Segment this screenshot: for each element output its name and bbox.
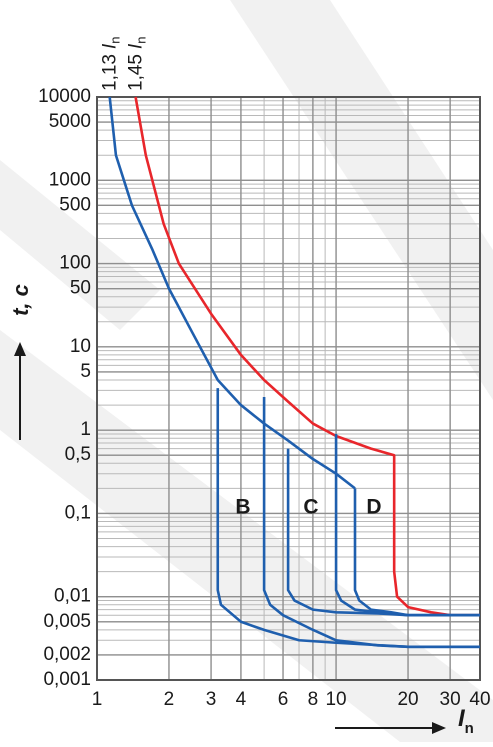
y-tick-label: 0,01 bbox=[54, 586, 91, 607]
x-tick-label: 6 bbox=[278, 689, 289, 710]
y-tick-label: 1 bbox=[80, 419, 91, 440]
annotation-subscript: n bbox=[134, 37, 149, 44]
watermark-stripe bbox=[0, 160, 160, 330]
annotation: 1,13 In bbox=[100, 37, 123, 92]
x-axis-arrowhead bbox=[432, 722, 446, 734]
curve bbox=[108, 96, 356, 490]
y-tick-label: 0,002 bbox=[43, 644, 91, 665]
plot-frame bbox=[96, 96, 481, 681]
curve-label: C bbox=[303, 496, 318, 519]
x-axis-label-subscript: n bbox=[465, 720, 474, 737]
annotation-symbol: I bbox=[100, 43, 121, 49]
x-tick-label: 8 bbox=[308, 689, 319, 710]
y-tick-label: 1000 bbox=[49, 169, 91, 190]
annotation-subscript: n bbox=[108, 37, 123, 44]
y-tick-label: 0,1 bbox=[65, 502, 91, 523]
annotation-number: 1,13 bbox=[100, 54, 121, 91]
x-tick-label: 2 bbox=[164, 689, 175, 710]
y-tick-label: 500 bbox=[59, 194, 91, 215]
x-tick-label: 30 bbox=[440, 689, 461, 710]
x-tick-label: 4 bbox=[236, 689, 247, 710]
y-axis-label: t, c bbox=[8, 284, 33, 316]
annotation: 1,45 In bbox=[126, 37, 149, 92]
y-tick-label: 0,001 bbox=[43, 669, 91, 690]
y-tick-label: 5 bbox=[80, 361, 91, 382]
watermark-stripe bbox=[0, 330, 493, 742]
watermark-stripe bbox=[230, 0, 493, 400]
labels: 10000 5000 1000 500 100 50 10 5 1 0,5 0,1 0,01 0,005… bbox=[8, 37, 491, 738]
x-axis-label-symbol: I bbox=[458, 705, 466, 732]
y-tick-label: 50 bbox=[70, 278, 91, 299]
curves bbox=[108, 96, 480, 649]
annotation-symbol: I bbox=[126, 43, 147, 49]
curve bbox=[353, 488, 480, 617]
y-tick-label: 100 bbox=[59, 253, 91, 274]
x-tick-label: 10 bbox=[325, 689, 346, 710]
annotation-number: 1,45 bbox=[126, 54, 147, 91]
y-tick-label: 0,5 bbox=[65, 444, 91, 465]
y-tick-label: 0,005 bbox=[43, 611, 91, 632]
curve bbox=[134, 96, 480, 617]
x-tick-label: 20 bbox=[397, 689, 418, 710]
y-tick-label: 5000 bbox=[49, 111, 91, 132]
curve-label: D bbox=[366, 496, 381, 519]
x-axis-label: In bbox=[458, 705, 474, 737]
curve-label: B bbox=[235, 496, 250, 519]
curve bbox=[262, 397, 480, 649]
x-tick-label: 3 bbox=[206, 689, 217, 710]
y-tick-label: 10 bbox=[70, 336, 91, 357]
grid bbox=[96, 96, 481, 681]
x-tick-label: 40 bbox=[469, 689, 490, 710]
y-tick-label: 10000 bbox=[38, 86, 91, 107]
x-tick-label: 1 bbox=[92, 689, 103, 710]
y-axis-arrowhead bbox=[14, 342, 26, 356]
